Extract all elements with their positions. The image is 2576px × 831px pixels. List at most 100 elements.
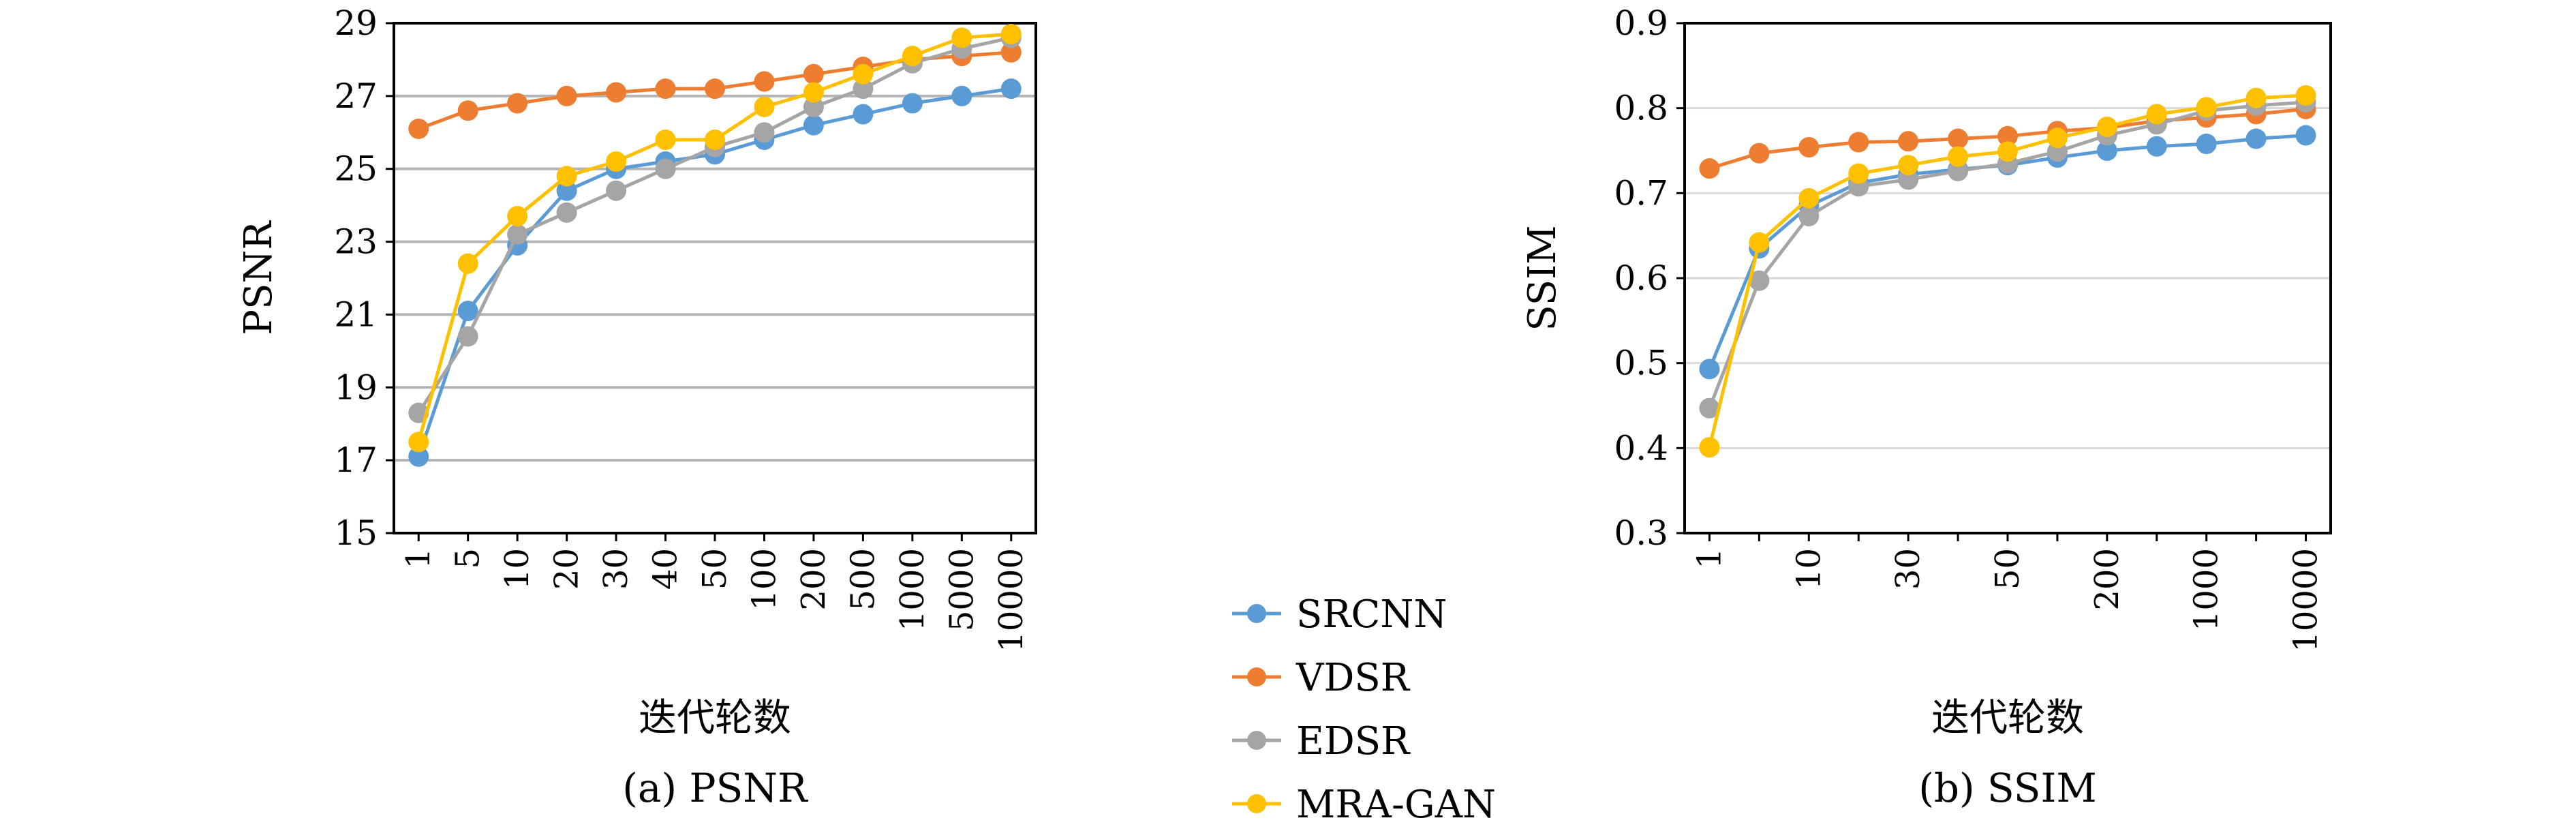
y-tick-label: 29	[334, 3, 378, 43]
y-tick-label: 0.6	[1614, 258, 1668, 298]
point-mra-gan	[803, 82, 824, 103]
point-srcnn	[803, 115, 824, 136]
point-vdsr	[1898, 131, 1919, 152]
point-srcnn	[1699, 359, 1720, 380]
point-mra-gan	[408, 432, 429, 453]
x-axis-title: 迭代轮数	[1931, 696, 2084, 740]
point-edsr	[457, 326, 478, 347]
point-mra-gan	[2046, 127, 2068, 149]
point-vdsr	[507, 93, 528, 114]
point-edsr	[507, 224, 528, 245]
x-tick-label: 10	[1790, 548, 1828, 590]
x-tick-label: 500	[844, 548, 882, 611]
y-tick-label: 17	[334, 440, 378, 480]
chart-psnr: 15 17 19 21 23 25 27 29 1 5 10 20 30 40 50 100 200 500 100…	[236, 3, 1037, 811]
y-tick-label: 25	[334, 149, 378, 189]
point-mra-gan	[1898, 155, 1919, 176]
point-srcnn	[556, 180, 577, 201]
x-tick-label: 50	[1989, 548, 2027, 590]
point-mra-gan	[556, 166, 577, 187]
point-vdsr	[1699, 158, 1720, 179]
point-srcnn	[2245, 128, 2267, 149]
point-vdsr	[1848, 132, 1869, 153]
point-srcnn	[408, 446, 429, 467]
y-tick-label: 0.5	[1614, 344, 1668, 383]
y-tick-label: 0.8	[1614, 89, 1668, 128]
point-mra-gan	[507, 206, 528, 227]
y-tick-label: 0.7	[1614, 173, 1668, 213]
legend-marker-edsr	[1247, 731, 1266, 750]
point-vdsr	[655, 78, 676, 100]
x-tick-label: 5	[449, 548, 487, 569]
point-vdsr	[803, 63, 824, 85]
y-tick-label: 23	[334, 222, 378, 262]
x-tick-label: 30	[1889, 548, 1927, 590]
x-tick-label: 100	[745, 548, 783, 611]
x-tick-label: 1000	[2188, 548, 2226, 631]
point-edsr	[754, 122, 775, 143]
point-mra-gan	[457, 253, 478, 274]
point-mra-gan	[1000, 24, 1022, 45]
point-srcnn	[1000, 78, 1022, 100]
point-edsr	[1948, 160, 1969, 181]
point-vdsr	[408, 118, 429, 139]
legend-label-mra-gan: MRA-GAN	[1296, 783, 1496, 827]
x-axis-title: 迭代轮数	[639, 696, 791, 740]
point-vdsr	[1997, 125, 2018, 147]
point-mra-gan	[1848, 163, 1869, 184]
y-tick-label: 0.3	[1614, 513, 1668, 553]
x-tick-label: 40	[647, 548, 685, 590]
x-tick-label: 1	[399, 548, 438, 569]
point-mra-gan	[2295, 85, 2316, 106]
point-mra-gan	[1699, 437, 1720, 458]
point-mra-gan	[1749, 232, 1770, 253]
point-srcnn	[2146, 136, 2167, 157]
point-vdsr	[1000, 42, 1022, 63]
y-tick-label: 19	[334, 367, 378, 407]
point-mra-gan	[655, 129, 676, 150]
point-srcnn	[951, 85, 972, 106]
legend-label-edsr: EDSR	[1296, 719, 1411, 764]
point-mra-gan	[853, 63, 874, 85]
point-edsr	[1699, 397, 1720, 419]
point-mra-gan	[1948, 146, 1969, 167]
point-vdsr	[1749, 142, 1770, 164]
point-edsr	[803, 96, 824, 117]
x-tick-label: 5000	[942, 548, 981, 631]
point-vdsr	[1948, 128, 1969, 149]
point-vdsr	[705, 78, 725, 100]
point-edsr	[1798, 205, 1820, 226]
x-tick-label: 200	[2088, 548, 2126, 611]
point-mra-gan	[2196, 97, 2217, 118]
point-srcnn	[853, 104, 874, 125]
point-mra-gan	[902, 46, 923, 67]
point-mra-gan	[754, 96, 775, 117]
x-tick-label: 1	[1690, 548, 1728, 569]
point-mra-gan	[951, 27, 972, 48]
legend-marker-vdsr	[1247, 667, 1266, 686]
x-tick-label: 30	[597, 548, 635, 590]
legend-label-srcnn: SRCNN	[1296, 592, 1447, 637]
point-vdsr	[606, 82, 627, 103]
point-edsr	[556, 202, 577, 223]
x-tick-label: 20	[548, 548, 586, 590]
x-tick-label: 1000	[893, 548, 932, 631]
x-tick-label: 10	[498, 548, 536, 590]
point-mra-gan	[1798, 187, 1820, 209]
y-tick-label: 15	[334, 513, 378, 553]
point-edsr	[1898, 169, 1919, 190]
x-tick-label: 10000	[992, 548, 1030, 652]
point-mra-gan	[606, 151, 627, 172]
point-mra-gan	[2245, 87, 2267, 108]
point-edsr	[606, 180, 627, 201]
point-mra-gan	[1997, 141, 2018, 162]
point-mra-gan	[705, 129, 725, 150]
point-srcnn	[2196, 134, 2217, 155]
point-vdsr	[556, 85, 577, 106]
x-tick-label: 50	[696, 548, 734, 590]
y-tick-label: 21	[334, 294, 378, 334]
point-vdsr	[754, 71, 775, 92]
legend: SRCNN VDSR EDSR MRA-GAN	[1232, 592, 1496, 827]
point-edsr	[853, 78, 874, 100]
